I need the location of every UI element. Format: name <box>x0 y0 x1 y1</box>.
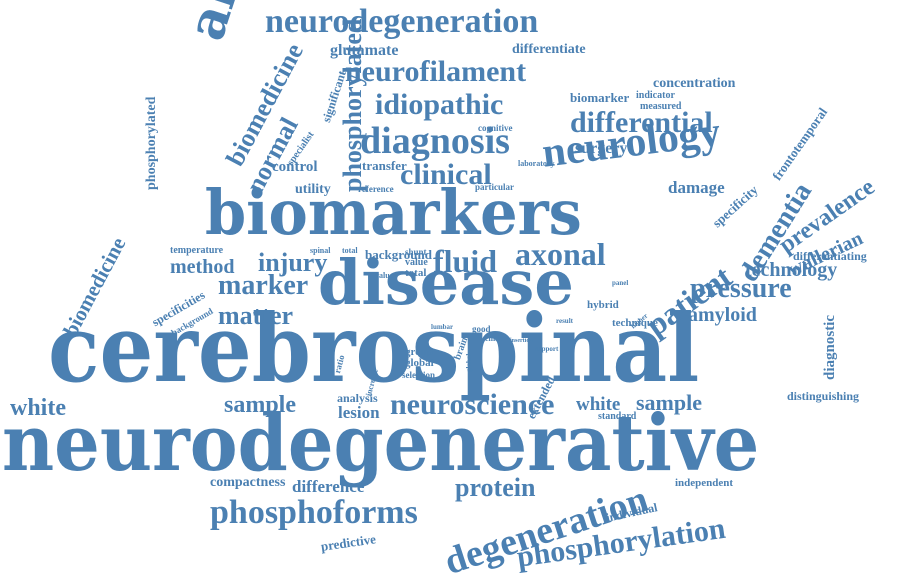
word-individual: independent <box>675 477 734 489</box>
word-neurodegenerative: neurodegenerative <box>2 398 760 489</box>
word-utility: utility <box>295 182 331 197</box>
word-temperature: temperature <box>170 245 224 256</box>
word-measured: measured <box>640 101 682 112</box>
word-practice: hybrid <box>587 299 619 311</box>
word-biomarkers: biomarkers <box>205 176 582 249</box>
word-fluid: fluid <box>433 243 498 279</box>
word-technology: technology <box>745 259 838 281</box>
word-neuroscience: white <box>10 395 66 421</box>
word-similar: total <box>342 246 358 255</box>
word-group: group <box>405 346 433 358</box>
word-selection: selection <box>402 370 435 380</box>
word-lesion: lesion <box>338 403 380 422</box>
word-delivery: technique <box>612 317 658 329</box>
word-neurology: neurology <box>539 109 723 177</box>
word-neurofilaments: predictive <box>319 531 377 554</box>
word-multiple: protein <box>455 473 536 502</box>
word-ratio: good <box>472 324 491 334</box>
word-sample: sample <box>636 390 702 415</box>
word-transfer: transfer <box>362 158 407 173</box>
word-difference: compactness <box>210 475 286 490</box>
word-global: global <box>465 353 473 372</box>
word-protein: sample <box>224 392 296 418</box>
word-laboratory: laboratory <box>518 159 555 168</box>
word-disease: disease <box>318 246 574 319</box>
word-white: white <box>576 394 621 415</box>
word-clinic: result <box>556 317 573 325</box>
word-predictive: difference <box>292 477 365 496</box>
word-biomarker: biomarker <box>570 90 630 105</box>
word-value: value <box>405 257 428 268</box>
word-glutamate: glutamate <box>330 42 399 59</box>
word-science: neuroscience <box>390 388 555 421</box>
word-damage: damage <box>668 178 725 197</box>
word-cohort: global <box>405 357 434 369</box>
word-marker: marker <box>218 270 309 301</box>
word-diagnostic: diagnostic <box>822 314 838 380</box>
word-neurodegeneration: neurodegeneration <box>265 3 539 40</box>
word-pressure: pressure <box>690 273 792 304</box>
word-cognitive: cognitive <box>478 123 513 133</box>
word-lumbar: support <box>535 345 559 353</box>
word-spinal: shunt <box>405 247 427 257</box>
word-phosphorylated: phosphorylated <box>144 96 159 190</box>
word-affect: value <box>375 271 394 280</box>
word-idiopathic: idiopathic <box>375 88 504 121</box>
word-particular: particular <box>475 182 514 192</box>
word-surgery: surgery <box>575 140 628 157</box>
word-control: control <box>272 159 318 175</box>
word-concentration: concentration <box>653 76 736 91</box>
word-cerebrospinal: cerebrospinal <box>48 294 700 404</box>
word-distinguishing: distinguishing <box>787 389 860 403</box>
word-shunt: background <box>365 247 432 262</box>
word-clinical: clinical <box>400 158 492 191</box>
word-matter: matter <box>218 301 294 330</box>
word-axonal: axonal <box>515 236 606 272</box>
word-phosphoforms: phosphoforms <box>210 494 418 531</box>
word-good: lumbar <box>431 323 454 331</box>
word-differentiating: differentiating <box>793 249 867 263</box>
word-amyloid: amyloid <box>688 304 757 326</box>
word-analysis: spinal <box>310 246 331 255</box>
word-differential: differential <box>570 106 713 139</box>
word-neurofilament: neurofilament <box>345 55 527 88</box>
word-indicator: indicator <box>636 90 675 101</box>
word-frontotemporal: frontotemporal <box>769 104 831 184</box>
word-injury: injury <box>258 248 328 277</box>
word-total: total <box>405 267 427 279</box>
word-independent: standard <box>598 411 637 422</box>
word-extended: analysis <box>337 391 378 405</box>
word-brain: clinic <box>485 334 504 343</box>
word-result: insertion <box>510 338 533 344</box>
word-differentiate: differentiate <box>512 42 586 57</box>
word-method: method <box>170 256 235 278</box>
word-diagnosis: diagnosis <box>360 120 510 162</box>
word-reference: reference <box>358 184 394 194</box>
word-support: panel <box>612 279 629 287</box>
